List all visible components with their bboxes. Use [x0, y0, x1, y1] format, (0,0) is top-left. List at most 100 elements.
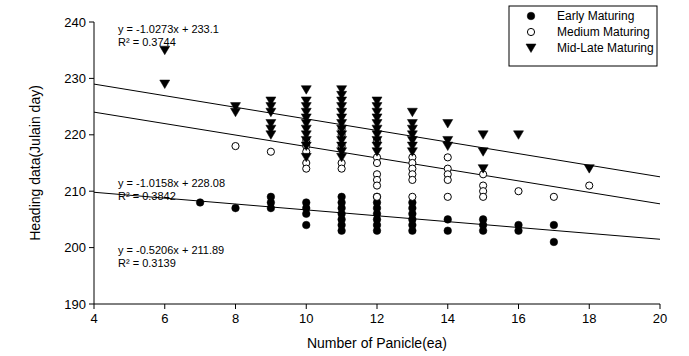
point — [409, 176, 416, 183]
point — [550, 193, 557, 200]
x-tick — [447, 304, 448, 309]
point — [373, 182, 380, 189]
point — [407, 148, 417, 157]
trend-r2: R² = 0.3842 — [118, 190, 176, 202]
trend-equation: y = -0.5206x + 211.89 — [118, 244, 224, 256]
point — [584, 165, 594, 174]
point — [444, 216, 452, 224]
point — [373, 193, 381, 201]
point — [372, 148, 382, 157]
point — [338, 227, 346, 235]
x-tick — [660, 304, 661, 309]
trend-line — [94, 192, 660, 239]
point — [478, 131, 488, 140]
point — [303, 165, 310, 172]
x-tick-label: 10 — [299, 311, 313, 326]
x-tick — [94, 304, 95, 309]
point — [302, 210, 310, 218]
point — [480, 193, 487, 200]
y-tick-label: 190 — [64, 297, 86, 312]
y-tick — [89, 191, 94, 192]
point — [337, 153, 347, 162]
trend-r2: R² = 0.3139 — [118, 257, 176, 269]
x-tick-label: 6 — [161, 311, 168, 326]
point — [409, 227, 417, 235]
y-tick-label: 200 — [64, 240, 86, 255]
x-tick-label: 18 — [582, 311, 596, 326]
x-tick — [589, 304, 590, 309]
trend-line — [94, 112, 660, 204]
point — [160, 80, 170, 89]
point — [232, 204, 240, 212]
trend-r2: R² = 0.3744 — [118, 36, 176, 48]
trend-equation: y = -1.0158x + 228.08 — [118, 177, 225, 189]
point — [196, 199, 204, 207]
point — [301, 153, 311, 162]
point — [443, 142, 453, 151]
legend-label: Medium Maturing — [557, 25, 650, 39]
point — [550, 221, 558, 229]
point — [515, 188, 522, 195]
point — [444, 176, 451, 183]
series-points — [232, 126, 593, 201]
x-tick-label: 8 — [232, 311, 239, 326]
y-tick — [89, 247, 94, 248]
y-tick — [89, 134, 94, 135]
point — [266, 108, 276, 117]
x-tick — [377, 304, 378, 309]
point — [231, 108, 241, 117]
point — [301, 142, 311, 151]
y-axis-line — [94, 22, 95, 304]
y-tick-label: 220 — [64, 127, 86, 142]
trend-line — [94, 84, 660, 177]
point — [443, 120, 453, 129]
legend-label: Mid-Late Maturing — [557, 41, 654, 55]
series-points — [196, 193, 557, 246]
point — [266, 131, 276, 140]
chart-svg: 468101214161820190200210220230240Number … — [0, 0, 689, 356]
chart-container: 468101214161820190200210220230240Number … — [0, 0, 689, 356]
point — [373, 159, 380, 166]
legend-marker — [527, 28, 534, 35]
point — [479, 227, 487, 235]
plot-area — [94, 46, 660, 246]
point — [550, 238, 558, 246]
point — [267, 148, 274, 155]
x-tick-label: 16 — [511, 311, 525, 326]
point — [373, 227, 381, 235]
x-tick — [235, 304, 236, 309]
point — [444, 193, 451, 200]
legend-label: Early Maturing — [557, 9, 634, 23]
point — [515, 227, 523, 235]
point — [409, 193, 416, 200]
x-tick-label: 4 — [90, 311, 97, 326]
trend-equation: y = -1.0273x + 233.1 — [118, 23, 219, 35]
y-tick — [89, 304, 94, 305]
point — [301, 86, 311, 95]
point — [373, 193, 380, 200]
x-axis-label: Number of Panicle(ea) — [307, 335, 447, 351]
y-tick-label: 230 — [64, 71, 86, 86]
x-tick — [306, 304, 307, 309]
x-tick-label: 14 — [441, 311, 455, 326]
point — [302, 221, 310, 229]
x-tick — [164, 304, 165, 309]
point — [586, 182, 593, 189]
point — [267, 204, 275, 212]
point — [478, 165, 488, 174]
point — [444, 154, 451, 161]
y-tick-label: 240 — [64, 15, 86, 30]
point — [444, 227, 452, 235]
legend-marker — [526, 44, 536, 53]
point — [407, 108, 417, 117]
legend-marker — [527, 12, 535, 20]
point — [478, 148, 488, 157]
y-tick-label: 210 — [64, 184, 86, 199]
y-axis-label: Heading data(Julain day) — [27, 85, 43, 241]
point — [514, 131, 524, 140]
y-tick — [89, 22, 94, 23]
point — [338, 165, 345, 172]
legend: Early Maturing Medium Maturing Mid-Late Ma… — [509, 6, 657, 66]
y-tick — [89, 78, 94, 79]
x-tick-label: 20 — [653, 311, 667, 326]
